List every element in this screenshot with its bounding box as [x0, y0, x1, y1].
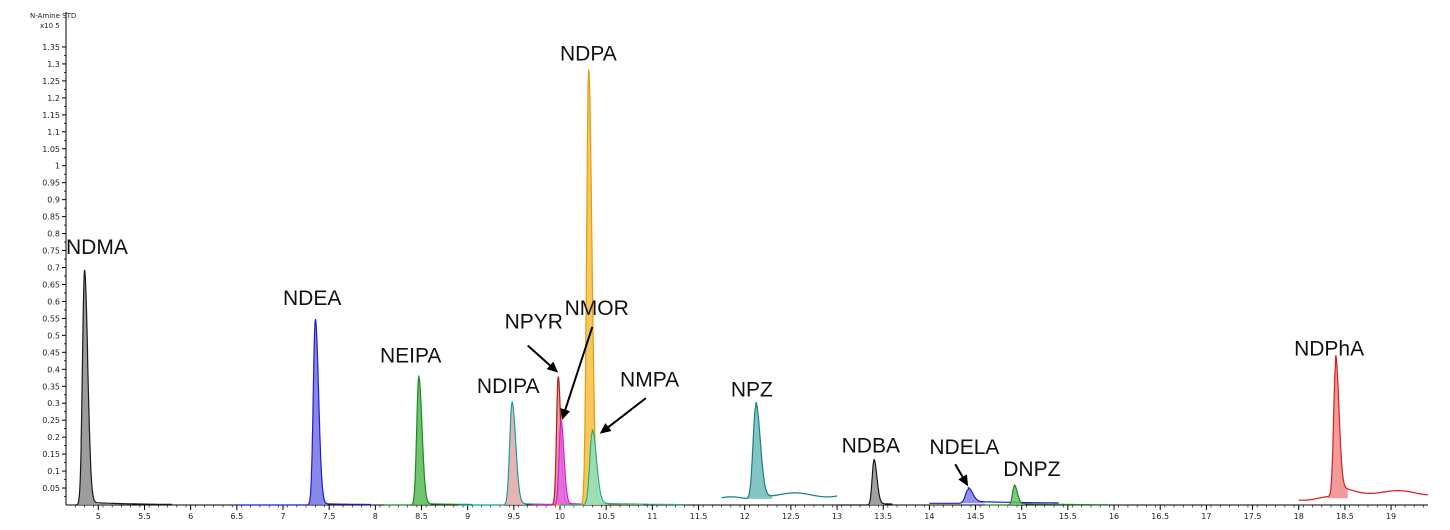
- y-tick-label: 0.95: [42, 179, 60, 188]
- x-tick-label: 18: [1294, 512, 1304, 521]
- nmor-arrow-head: [560, 408, 571, 421]
- x-tick-label: 17: [1201, 512, 1211, 521]
- x-tick-label: 10.5: [597, 512, 615, 521]
- x-tick-label: 6: [188, 512, 193, 521]
- y-tick-label: 1: [55, 162, 60, 171]
- y-tick-label: 0.15: [42, 450, 60, 459]
- y-tick-label: 0.05: [42, 484, 60, 493]
- y-tick-label: 0.75: [42, 247, 60, 256]
- y-tick-label: 1.3: [47, 60, 60, 69]
- y-tick-label: 0.5: [47, 331, 60, 340]
- y-tick-label: 0.3: [47, 399, 60, 408]
- y-tick-label: 0.6: [47, 297, 60, 306]
- peak-label-nmpa: NMPA: [620, 368, 679, 391]
- ndela-arrow-head: [958, 474, 969, 487]
- y-tick-label: 0.45: [42, 348, 60, 357]
- peak-label-npz: NPZ: [731, 378, 773, 401]
- peak-label-ndea: NDEA: [283, 287, 341, 310]
- x-tick-label: 19: [1386, 512, 1396, 521]
- trace-ndma: [75, 269, 173, 506]
- y-tick-label: 0.85: [42, 213, 60, 222]
- trace-name: N-Amine STD: [30, 12, 76, 20]
- peak-label-dnpz: DNPZ: [1003, 458, 1060, 481]
- x-tick-label: 14: [924, 512, 934, 521]
- x-tick-label: 12: [740, 512, 750, 521]
- y-tick-label: 1.1: [47, 128, 60, 137]
- y-tick-label: 0.9: [47, 196, 60, 205]
- npyr-arrow-line: [527, 344, 551, 367]
- y-scale-label: x10 5: [40, 22, 60, 30]
- peak-label-nmor: NMOR: [565, 297, 629, 320]
- y-tick-label: 0.8: [47, 230, 60, 239]
- x-tick-label: 13.5: [874, 512, 892, 521]
- x-tick-label: 9: [465, 512, 470, 521]
- peak-label-ndma: NDMA: [66, 236, 128, 259]
- x-tick-label: 10: [555, 512, 565, 521]
- trace-neipa: [384, 374, 473, 506]
- trace-npz: [721, 401, 838, 500]
- y-tick-label: 0.2: [47, 433, 60, 442]
- peak-label-ndipa: NDIPA: [477, 375, 540, 398]
- x-tick-label: 7.5: [323, 512, 336, 521]
- x-tick-label: 9.5: [507, 512, 520, 521]
- y-tick-label: 0.4: [47, 365, 60, 374]
- x-tick-label: 14.5: [967, 512, 985, 521]
- x-tick-label: 8: [373, 512, 378, 521]
- x-tick-label: 11: [647, 512, 657, 521]
- y-tick-label: 0.7: [47, 264, 60, 273]
- trace-ndela: [929, 486, 1059, 504]
- trace-ndba: [837, 459, 893, 506]
- x-tick-label: 7: [280, 512, 285, 521]
- x-tick-label: 17.5: [1244, 512, 1262, 521]
- x-tick-label: 8.5: [415, 512, 428, 521]
- x-tick-label: 5: [96, 512, 101, 521]
- x-tick-label: 13: [832, 512, 842, 521]
- nmpa-arrow-line: [607, 397, 647, 428]
- traces: [75, 69, 1428, 506]
- trace-ndea: [236, 319, 371, 506]
- peak-label-ndpha: NDPhA: [1294, 338, 1364, 361]
- x-tick-label: 12.5: [782, 512, 800, 521]
- trace-ndpa: [555, 69, 644, 506]
- x-tick-label: 16.5: [1151, 512, 1169, 521]
- x-tick-label: 5.5: [138, 512, 151, 521]
- y-tick-label: 1.35: [42, 43, 60, 52]
- x-tick-label: 15: [1017, 512, 1027, 521]
- trace-dnpz: [984, 484, 1110, 506]
- x-tick-label: 16: [1109, 512, 1119, 521]
- y-tick-label: 1.05: [42, 145, 60, 154]
- arrows: [527, 326, 969, 487]
- peak-label-npyr: NPYR: [505, 311, 563, 334]
- y-tick-label: 0.65: [42, 280, 60, 289]
- y-tick-label: 1.25: [42, 77, 60, 86]
- peak-label-neipa: NEIPA: [380, 345, 441, 368]
- peak-label-ndba: NDBA: [842, 434, 900, 457]
- y-tick-label: 0.55: [42, 314, 60, 323]
- nmpa-arrow-head: [599, 423, 612, 434]
- trace-nmpa: [560, 428, 685, 506]
- peak-label-ndela: NDELA: [929, 436, 999, 459]
- y-tick-label: 0.1: [47, 467, 60, 476]
- x-tick-label: 11.5: [690, 512, 708, 521]
- axes: 0.05 0.1 0.15 0.2 0.25 0.3 0.35 0.4 0.45 0.5 0.55 0…: [42, 12, 1428, 521]
- ndela-arrow-line: [954, 463, 964, 478]
- x-tick-label: 6.5: [230, 512, 243, 521]
- y-tick-label: 1.15: [42, 111, 60, 120]
- nmor-arrow-line: [564, 326, 594, 411]
- y-tick-label: 1.2: [47, 94, 60, 103]
- x-tick-label: 15.5: [1059, 512, 1077, 521]
- y-tick-label: 0.25: [42, 416, 60, 425]
- trace-ndpha: [1298, 355, 1428, 501]
- npyr-arrow-head: [546, 361, 559, 373]
- peak-label-ndpa: NDPA: [560, 43, 617, 66]
- y-tick-label: 0.35: [42, 382, 60, 391]
- x-tick-label: 18.5: [1336, 512, 1354, 521]
